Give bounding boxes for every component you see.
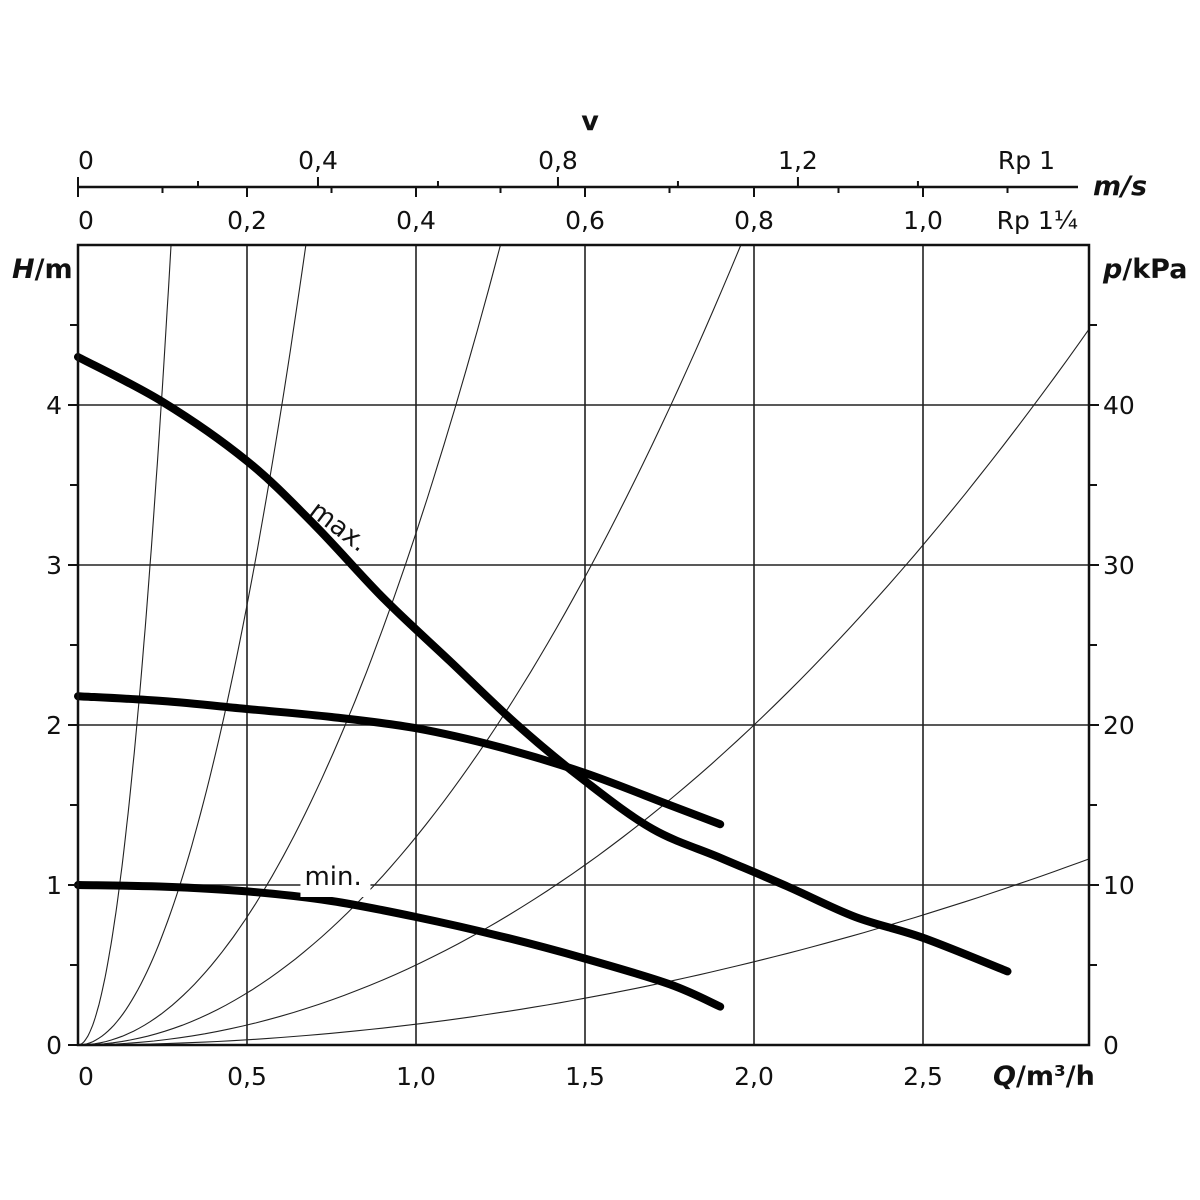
plot-frame: [68, 243, 1099, 1047]
x-axis-title: Q/m³/h: [993, 1061, 1095, 1092]
y-left-tick-label-4: 4: [46, 391, 62, 420]
x-tick-label-0: 0: [78, 1062, 94, 1091]
velocity-rp114-label-4: 0,8: [734, 206, 774, 235]
y-left-tick-label-3: 3: [46, 551, 62, 580]
x-tick-label-4: 2,0: [734, 1062, 774, 1091]
x-tick-label-2: 1,0: [396, 1062, 436, 1091]
y-left-tick-label-1: 1: [46, 871, 62, 900]
velocity-rp1-label-3: 1,2: [778, 146, 818, 175]
y-left-tick-labels: 0 1 2 3 4: [46, 391, 62, 1060]
curve-label-min: min.: [304, 862, 361, 892]
plot-border: [76, 243, 1091, 1047]
system-curve-4: [78, 328, 1089, 1045]
pump-curve-mid: [74, 692, 725, 829]
y-left-tick-label-0: 0: [46, 1031, 62, 1060]
x-tick-label-3: 1,5: [565, 1062, 605, 1091]
top-axis-unit: m/s: [1093, 171, 1147, 202]
system-curve-2: [78, 245, 502, 1045]
velocity-rp114-label-3: 0,6: [565, 206, 605, 235]
y-left-tick-label-2: 2: [46, 711, 62, 740]
y-right-axis-title: p/kPa: [1102, 254, 1187, 285]
y-right-tick-label-0: 0: [1103, 1031, 1119, 1060]
y-right-tick-label-1: 10: [1103, 871, 1135, 900]
y-left-axis-title: H/m: [12, 254, 73, 285]
system-curve-3: [78, 245, 742, 1045]
annotation-backing-1: [300, 865, 371, 897]
velocity-axis: 0 0,4 0,8 1,2 Rp 1 0 0,2 0,4 0,6 0,8 1,0 Rp 1¼: [77, 146, 1078, 235]
system-curves-layer: [78, 245, 1089, 1045]
system-curve-0: [78, 245, 172, 1045]
y-right-tick-label-3: 30: [1103, 551, 1135, 580]
pump-curve-max: [74, 353, 1012, 976]
top-axis-title: v: [581, 106, 599, 137]
system-curve-5: [78, 858, 1089, 1045]
grid-layer: [78, 245, 1089, 1045]
x-tick-label-1: 0,5: [227, 1062, 267, 1091]
velocity-rp114-name: Rp 1¼: [997, 206, 1078, 235]
y-right-tick-labels: 0 10 20 30 40: [1103, 391, 1135, 1060]
velocity-rp114-label-1: 0,2: [227, 206, 267, 235]
velocity-rp1-label-1: 0,4: [298, 146, 338, 175]
velocity-rp1-label-0: 0: [78, 146, 94, 175]
velocity-rp114-label-2: 0,4: [396, 206, 436, 235]
pump-curve-min: [74, 881, 725, 1011]
y-right-tick-label-2: 20: [1103, 711, 1135, 740]
x-tick-label-5: 2,5: [903, 1062, 943, 1091]
velocity-rp114-label-5: 1,0: [903, 206, 943, 235]
velocity-rp1-name: Rp 1: [998, 146, 1055, 175]
x-tick-labels: 0 0,5 1,0 1,5 2,0 2,5: [78, 1062, 943, 1091]
annotations: max.min.: [300, 495, 374, 897]
velocity-rp1-label-2: 0,8: [538, 146, 578, 175]
y-right-tick-label-4: 40: [1103, 391, 1135, 420]
system-curve-1: [78, 245, 307, 1045]
series-layer: [74, 353, 1012, 1011]
velocity-rp114-label-0: 0: [78, 206, 94, 235]
